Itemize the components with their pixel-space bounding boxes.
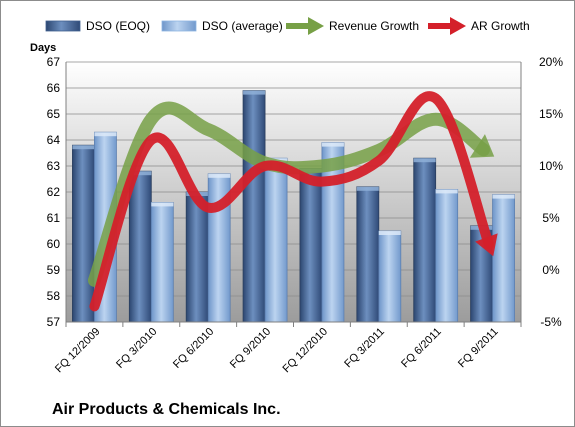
axes xyxy=(65,62,522,327)
right-tick-label: 10% xyxy=(539,159,563,173)
right-tick-label: -5% xyxy=(540,315,562,329)
x-axis-tick-labels: FQ 12/2009 FQ 3/2010 FQ 6/2010 FQ 9/2010 FQ … xyxy=(53,326,501,376)
growth-lines xyxy=(87,91,498,312)
legend-dso-average: DSO (average) xyxy=(161,19,283,33)
bar-dso-eoq xyxy=(242,90,266,323)
x-tick-label: FQ 6/2011 xyxy=(399,326,444,371)
legend-arrow-head xyxy=(450,17,466,35)
bar-cap xyxy=(356,186,379,191)
bar-cap xyxy=(435,189,458,194)
bar-cap xyxy=(413,158,436,163)
bar-body xyxy=(413,157,437,323)
right-tick-label: 20% xyxy=(539,55,563,69)
bar-body xyxy=(128,170,152,323)
left-tick-label: 62 xyxy=(47,185,61,199)
bar-dso-eoq xyxy=(356,186,380,323)
x-tick-label: FQ 3/2010 xyxy=(114,326,159,371)
x-tick-label: FQ 9/2010 xyxy=(228,326,273,371)
left-tick-label: 63 xyxy=(47,159,61,173)
right-tick-label: 5% xyxy=(542,211,560,225)
x-tick-label: FQ 12/2010 xyxy=(280,326,330,376)
bar-dso-eoq xyxy=(128,170,152,323)
left-tick-label: 61 xyxy=(47,211,61,225)
left-tick-label: 67 xyxy=(47,55,61,69)
bar-dso-average xyxy=(435,188,459,323)
bar-dso-eoq xyxy=(72,144,95,323)
bar-dso-average xyxy=(378,230,402,323)
bar-cap xyxy=(151,202,174,207)
legend-ar-growth: AR Growth xyxy=(428,17,530,35)
bar-body xyxy=(264,157,288,323)
bar-dso-eoq xyxy=(413,157,437,323)
legend-label: Revenue Growth xyxy=(329,19,419,33)
legend-revenue-growth: Revenue Growth xyxy=(286,17,419,35)
legend-arrow-head xyxy=(308,17,324,35)
left-tick-label: 60 xyxy=(47,237,61,251)
bar-cap xyxy=(378,231,401,235)
bar-cap xyxy=(208,173,231,178)
bar-body xyxy=(242,90,266,323)
legend-swatch xyxy=(161,20,197,32)
y-axis-title: Days xyxy=(30,42,56,54)
x-tick-label: FQ 9/2011 xyxy=(456,326,501,371)
bar-dso-average xyxy=(492,194,515,323)
bar-body xyxy=(492,194,515,323)
legend-swatch xyxy=(45,20,81,32)
bar-cap xyxy=(243,90,266,95)
left-tick-label: 58 xyxy=(47,289,61,303)
bar-body xyxy=(378,230,402,323)
right-tick-label: 0% xyxy=(542,263,560,277)
revenue-growth-line-arrowhead xyxy=(469,134,495,158)
left-tick-label: 64 xyxy=(47,133,61,147)
x-tick-label: FQ 6/2010 xyxy=(171,326,216,371)
legend-label: DSO (EOQ) xyxy=(86,19,150,33)
chart-title: Air Products & Chemicals Inc. xyxy=(52,401,281,418)
bar-cap xyxy=(321,142,344,147)
legend-label: DSO (average) xyxy=(202,19,283,33)
bar-cap xyxy=(72,145,95,150)
ar-growth-line-arrowhead xyxy=(475,233,498,257)
bar-cap xyxy=(129,171,152,176)
bar-body xyxy=(356,186,380,323)
bar-body xyxy=(435,188,459,323)
bar-dso-average xyxy=(264,157,288,323)
ar-growth-line xyxy=(89,91,494,312)
left-axis-tick-labels: 57 58 59 60 61 62 63 64 65 66 67 xyxy=(47,55,61,329)
bar-dso-eoq xyxy=(299,168,323,323)
x-tick-label: FQ 3/2011 xyxy=(342,326,387,371)
bar-body xyxy=(150,201,174,323)
legend: DSO (EOQ) DSO (average) Revenue Growth AR G… xyxy=(45,17,530,35)
left-tick-label: 65 xyxy=(47,107,61,121)
bar-cap xyxy=(492,194,515,199)
left-tick-label: 57 xyxy=(47,315,61,329)
bar-body xyxy=(299,168,323,323)
left-tick-label: 59 xyxy=(47,263,61,277)
right-tick-label: 15% xyxy=(539,107,563,121)
x-tick-label: FQ 12/2009 xyxy=(53,326,103,376)
right-axis-tick-labels: -5% 0% 5% 10% 15% 20% xyxy=(539,55,563,329)
legend-label: AR Growth xyxy=(471,19,530,33)
legend-dso-eoq: DSO (EOQ) xyxy=(45,19,150,33)
bar-body xyxy=(72,144,95,323)
bar-dso-average xyxy=(150,201,174,323)
bar-cap xyxy=(94,132,117,137)
left-tick-label: 66 xyxy=(47,81,61,95)
